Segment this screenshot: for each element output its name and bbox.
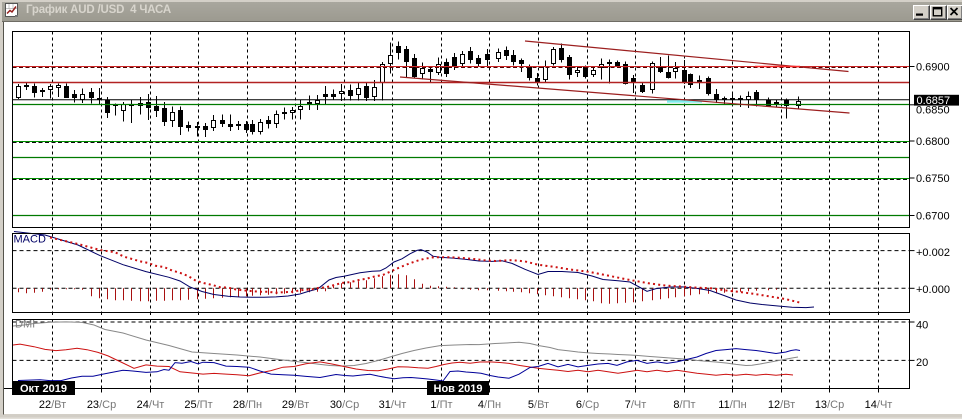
svg-text:MACD: MACD	[14, 234, 46, 246]
svg-text:13/Ср: 13/Ср	[815, 399, 844, 411]
svg-text:8/Пт: 8/Пт	[673, 399, 695, 411]
svg-text:0.6750: 0.6750	[916, 173, 950, 185]
svg-text:+0.002: +0.002	[916, 247, 950, 259]
svg-text:0.6850: 0.6850	[916, 105, 950, 117]
svg-text:Окт 2019: Окт 2019	[20, 383, 67, 395]
svg-text:DMI: DMI	[15, 319, 35, 331]
svg-text:14/Чт: 14/Чт	[865, 399, 893, 411]
svg-text:31/Чт: 31/Чт	[379, 399, 407, 411]
svg-text:6/Ср: 6/Ср	[576, 399, 599, 411]
svg-text:29/Вт: 29/Вт	[282, 399, 309, 411]
svg-text:40: 40	[916, 320, 928, 332]
svg-text:5/Вт: 5/Вт	[528, 399, 549, 411]
svg-text:+0.000: +0.000	[916, 284, 950, 296]
svg-text:0.6700: 0.6700	[916, 210, 950, 222]
svg-text:12/Вт: 12/Вт	[768, 399, 795, 411]
svg-text:24/Чт: 24/Чт	[137, 399, 165, 411]
svg-text:0.6800: 0.6800	[916, 136, 950, 148]
svg-text:4/Пн: 4/Пн	[478, 399, 501, 411]
svg-text:30/Ср: 30/Ср	[330, 399, 359, 411]
svg-text:0.6900: 0.6900	[916, 61, 950, 73]
svg-text:Нов 2019: Нов 2019	[434, 383, 483, 395]
svg-text:20: 20	[916, 357, 928, 369]
svg-text:22/Вт: 22/Вт	[39, 399, 66, 411]
svg-text:0.6857: 0.6857	[917, 95, 951, 107]
svg-text:7/Чт: 7/Чт	[625, 399, 647, 411]
svg-text:11/Пн: 11/Пн	[718, 399, 746, 411]
svg-text:25/Пт: 25/Пт	[184, 399, 212, 411]
svg-text:1/Пт: 1/Пт	[430, 399, 452, 411]
svg-text:23/Ср: 23/Ср	[87, 399, 116, 411]
svg-text:28/Пн: 28/Пн	[233, 399, 262, 411]
